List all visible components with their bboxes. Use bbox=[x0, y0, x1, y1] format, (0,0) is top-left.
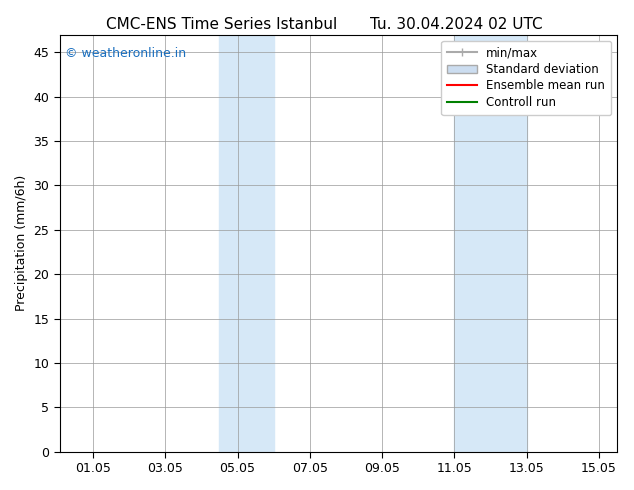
Bar bbox=[219, 35, 274, 452]
Text: Tu. 30.04.2024 02 UTC: Tu. 30.04.2024 02 UTC bbox=[370, 17, 543, 32]
Text: © weatheronline.in: © weatheronline.in bbox=[65, 47, 186, 60]
Text: CMC-ENS Time Series Istanbul: CMC-ENS Time Series Istanbul bbox=[107, 17, 337, 32]
Legend: min/max, Standard deviation, Ensemble mean run, Controll run: min/max, Standard deviation, Ensemble me… bbox=[441, 41, 611, 115]
Bar bbox=[455, 35, 527, 452]
Y-axis label: Precipitation (mm/6h): Precipitation (mm/6h) bbox=[15, 175, 28, 311]
